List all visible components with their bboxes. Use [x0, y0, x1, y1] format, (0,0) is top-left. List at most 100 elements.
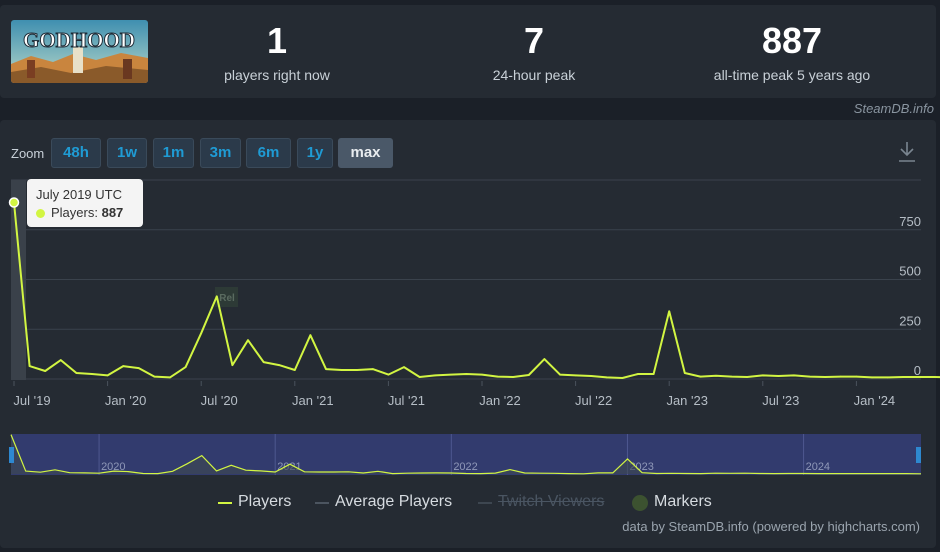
data-point	[668, 310, 670, 313]
data-point	[465, 373, 468, 375]
x-tick-label: Jul '19	[13, 393, 50, 408]
data-point	[512, 376, 514, 378]
data-point	[247, 339, 249, 341]
data-point	[824, 376, 826, 378]
data-point	[933, 376, 936, 378]
zoom-max-button[interactable]: max	[338, 138, 393, 168]
x-tick-label: Jan '21	[292, 393, 334, 408]
zoom-1m-button[interactable]: 1m	[153, 138, 194, 168]
data-point	[621, 377, 624, 379]
y-tick-label: 500	[899, 264, 921, 279]
data-point	[590, 375, 592, 377]
data-point	[777, 375, 780, 377]
data-point	[75, 372, 78, 374]
data-point	[200, 332, 202, 335]
day-peak-value: 7	[523, 20, 545, 61]
current-players-value: 1	[266, 20, 288, 61]
data-point	[652, 373, 655, 375]
data-point	[637, 373, 639, 375]
data-point	[808, 375, 811, 378]
data-point	[278, 364, 281, 366]
navigator-year-label: 2022	[453, 461, 477, 473]
svg-text:GODHOOD: GODHOOD	[23, 28, 135, 52]
data-point	[762, 374, 764, 377]
x-tick-label: Jan '24	[854, 393, 896, 408]
navigator-left-handle[interactable]	[9, 447, 14, 463]
data-point	[496, 375, 499, 378]
data-point	[403, 366, 405, 368]
data-point	[91, 373, 93, 375]
navigator-line	[10, 434, 922, 475]
tooltip-series-label: Players:	[51, 205, 98, 220]
x-tick-label: Jan '23	[666, 393, 708, 408]
data-point	[559, 373, 561, 376]
zoom-48h-button[interactable]: 48h	[51, 138, 101, 168]
legend-average-players[interactable]: Average Players	[335, 493, 453, 510]
zoom-1y-button[interactable]: 1y	[297, 138, 333, 168]
data-point	[184, 366, 187, 368]
data-point	[138, 367, 140, 369]
navigator[interactable]: 20202021202220232024	[9, 434, 922, 475]
alltime-peak-value: 887	[761, 20, 823, 61]
x-tick-label: Jul '22	[575, 393, 612, 408]
data-point	[606, 376, 608, 379]
zoom-1w-button[interactable]: 1w	[107, 138, 147, 168]
download-icon[interactable]	[896, 140, 918, 164]
highlighted-point	[8, 197, 20, 208]
legend-players[interactable]: Players	[238, 493, 292, 510]
legend-symbols	[218, 495, 648, 511]
data-point	[262, 361, 265, 363]
data-point	[574, 374, 577, 377]
x-tick-label: Jul '23	[762, 393, 799, 408]
current-players-label: players right now	[224, 67, 330, 83]
x-axis: Jul '19 Jan '20 Jul '20 Jan '21 Jul '21 Jan '…	[13, 381, 895, 408]
data-point	[886, 376, 889, 379]
navigator-series	[10, 434, 922, 475]
y-axis: 0 250 500 750	[899, 214, 921, 378]
footer-credit[interactable]: data by SteamDB.info (powered by highcha…	[622, 519, 920, 534]
data-point	[481, 373, 483, 376]
data-point	[840, 375, 842, 378]
tooltip-value: 887	[101, 205, 124, 220]
tooltip-dot	[36, 209, 45, 218]
tooltip-value-row: Players: 887	[36, 205, 123, 220]
data-point	[44, 370, 46, 372]
data-point	[730, 375, 733, 378]
x-tick-label: Jul '21	[388, 393, 425, 408]
zoom-6m-button[interactable]: 6m	[246, 138, 291, 168]
data-point	[715, 375, 717, 377]
players-series	[8, 197, 940, 379]
data-point	[216, 295, 218, 298]
alltime-peak-label: all-time peak 5 years ago	[713, 67, 871, 83]
legend-twitch-viewers[interactable]: Twitch Viewers	[498, 493, 605, 510]
zoom-3m-button[interactable]: 3m	[200, 138, 241, 168]
x-tick-label: Jul '20	[201, 393, 238, 408]
navigator-right-handle[interactable]	[916, 447, 921, 463]
y-tick-label: 750	[899, 214, 921, 229]
stats-header: GODHOOD 1 players right now 7 24-hour pe…	[0, 5, 936, 98]
x-tick-label: Jan '22	[479, 393, 521, 408]
grid-lines	[11, 179, 921, 380]
data-point	[855, 375, 858, 378]
navigator-year-label: 2020	[101, 461, 125, 473]
legend-markers-symbol	[632, 495, 648, 511]
tooltip: July 2019 UTC Players: 887	[27, 179, 143, 227]
data-point	[871, 376, 873, 379]
data-point	[793, 374, 795, 377]
data-point	[153, 375, 156, 378]
data-point	[309, 334, 312, 337]
data-point	[387, 373, 390, 376]
data-point	[434, 374, 437, 377]
data-point	[28, 365, 31, 367]
chart-panel	[0, 120, 936, 548]
release-annotation-label: Rel	[219, 293, 235, 304]
navigator-window	[11, 434, 921, 475]
navigator-year-label: 2024	[806, 461, 830, 473]
data-point	[418, 376, 421, 378]
day-peak-stat: 7 24-hour peak	[464, 5, 604, 84]
game-header-image[interactable]: GODHOOD	[11, 20, 148, 83]
y-tick-label: 250	[899, 313, 921, 328]
legend-markers[interactable]: Markers	[654, 493, 712, 510]
steamdb-credit[interactable]: SteamDB.info	[853, 101, 934, 116]
